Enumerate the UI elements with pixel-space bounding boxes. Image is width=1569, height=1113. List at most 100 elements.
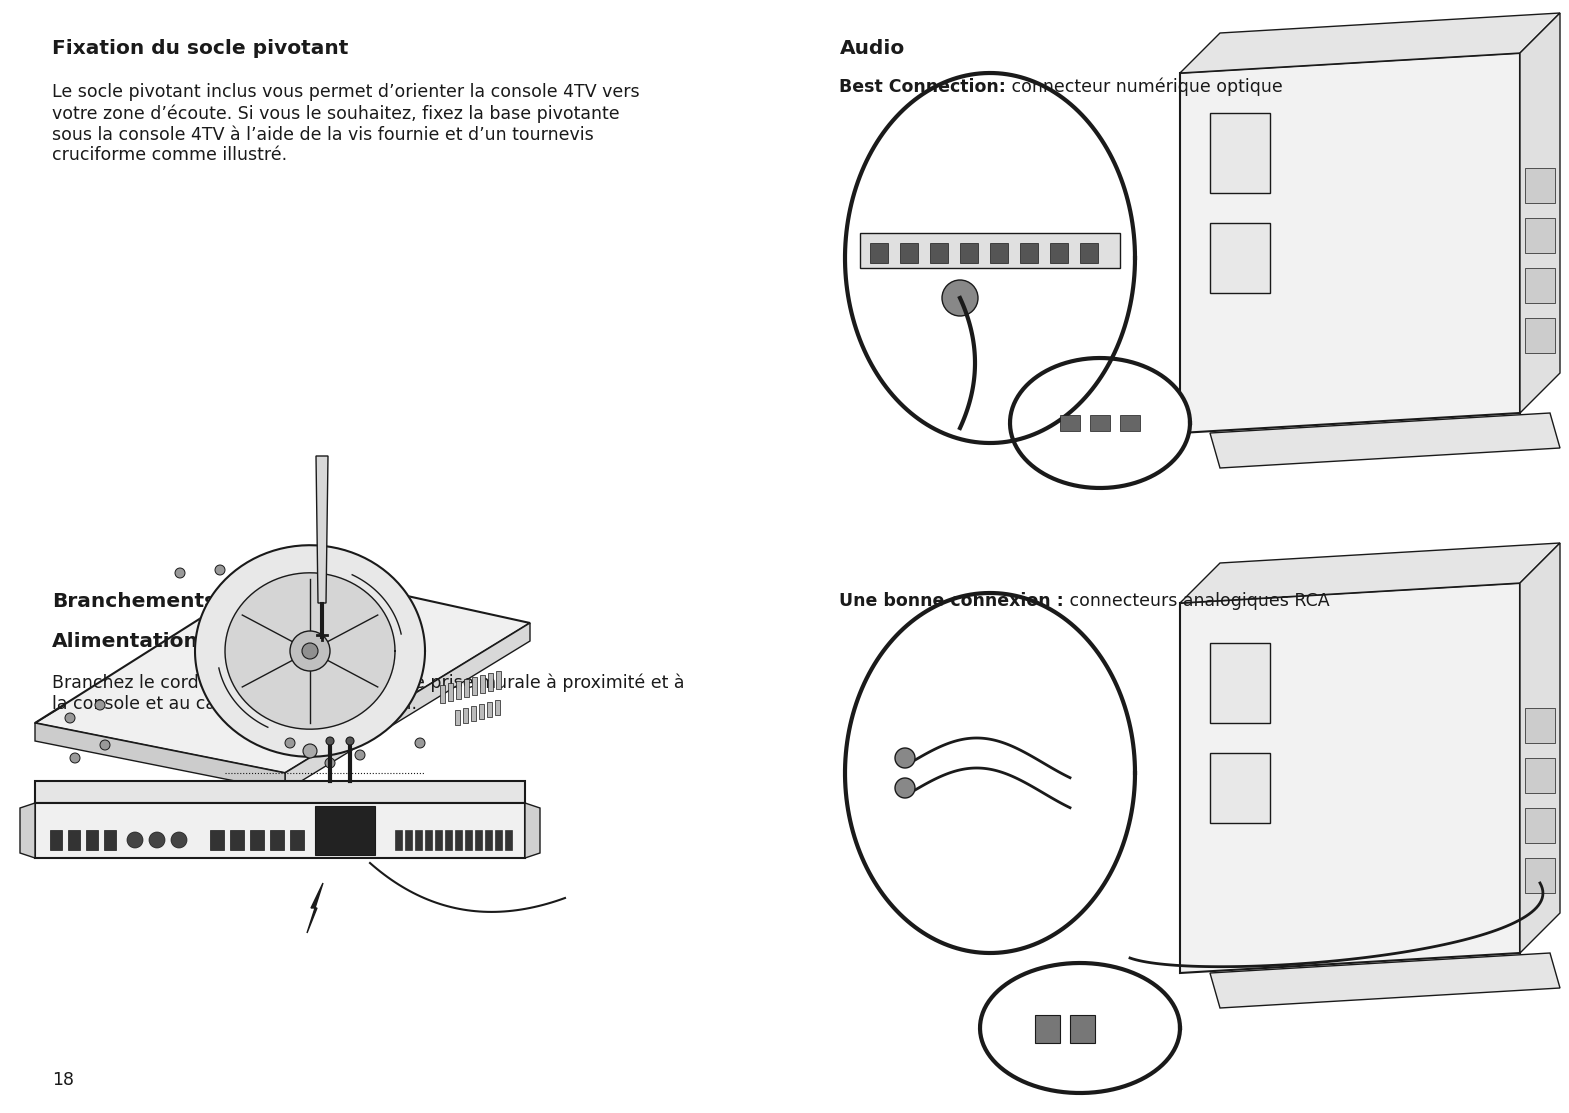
Bar	[315, 806, 375, 855]
Bar	[869, 243, 888, 263]
Bar	[960, 243, 977, 263]
Bar	[446, 830, 452, 850]
Circle shape	[326, 737, 334, 745]
Circle shape	[347, 737, 355, 745]
Bar	[486, 702, 493, 717]
Bar	[1120, 415, 1141, 431]
Text: Audio: Audio	[839, 39, 905, 58]
Polygon shape	[1180, 53, 1520, 433]
Circle shape	[355, 750, 366, 760]
Bar	[930, 243, 948, 263]
Bar	[1210, 114, 1269, 193]
Bar	[505, 830, 511, 850]
Circle shape	[894, 748, 915, 768]
Circle shape	[303, 743, 317, 758]
Circle shape	[71, 754, 80, 764]
Bar	[435, 830, 442, 850]
Text: Fixation du socle pivotant: Fixation du socle pivotant	[52, 39, 348, 58]
Bar	[475, 830, 482, 850]
Bar	[50, 830, 63, 850]
Polygon shape	[35, 568, 530, 774]
Bar	[457, 681, 461, 699]
Text: connecteur numérique optique: connecteur numérique optique	[1006, 78, 1283, 97]
Bar	[395, 830, 402, 850]
Bar	[901, 243, 918, 263]
Circle shape	[171, 833, 187, 848]
Circle shape	[941, 280, 977, 316]
Polygon shape	[308, 883, 323, 933]
Bar	[449, 683, 453, 701]
Bar	[405, 830, 413, 850]
Bar	[990, 243, 1007, 263]
Bar	[1525, 268, 1555, 303]
Bar	[496, 671, 501, 689]
Polygon shape	[1520, 13, 1560, 413]
Bar	[488, 673, 493, 691]
Circle shape	[894, 778, 915, 798]
Bar	[320, 661, 355, 673]
Circle shape	[215, 565, 224, 575]
Bar	[455, 710, 460, 725]
Bar	[471, 706, 475, 721]
Polygon shape	[1180, 543, 1560, 603]
Circle shape	[100, 740, 110, 750]
Bar	[414, 830, 422, 850]
Text: Alimentation: Alimentation	[52, 632, 199, 651]
Circle shape	[64, 713, 75, 723]
Bar	[1210, 643, 1269, 723]
Text: Une bonne connexion :: Une bonne connexion :	[839, 592, 1064, 610]
Circle shape	[286, 738, 295, 748]
Bar	[1525, 218, 1555, 253]
Bar	[480, 674, 485, 693]
Polygon shape	[846, 73, 1134, 443]
Circle shape	[96, 700, 105, 710]
Bar	[1061, 415, 1079, 431]
Text: Best Connection:: Best Connection:	[839, 78, 1006, 96]
Polygon shape	[1180, 13, 1560, 73]
Text: 18: 18	[52, 1071, 74, 1089]
Bar	[1070, 1015, 1095, 1043]
Bar	[86, 830, 97, 850]
Polygon shape	[981, 963, 1180, 1093]
Bar	[104, 830, 116, 850]
Bar	[1210, 223, 1269, 293]
Circle shape	[176, 568, 185, 578]
Circle shape	[414, 738, 425, 748]
Bar	[479, 705, 483, 719]
Polygon shape	[35, 802, 526, 858]
Polygon shape	[20, 802, 35, 858]
Circle shape	[290, 631, 329, 671]
Bar	[1036, 1015, 1061, 1043]
Circle shape	[149, 833, 165, 848]
Polygon shape	[1210, 953, 1560, 1008]
Polygon shape	[35, 723, 286, 791]
Bar	[425, 830, 431, 850]
Bar	[860, 233, 1120, 268]
Polygon shape	[1210, 413, 1560, 467]
Bar	[463, 708, 468, 723]
Bar	[270, 830, 284, 850]
Text: connecteurs analogiques RCA: connecteurs analogiques RCA	[1064, 592, 1331, 610]
Polygon shape	[224, 573, 395, 729]
Bar	[494, 700, 501, 715]
Bar	[1525, 708, 1555, 743]
Bar	[464, 679, 469, 697]
Polygon shape	[35, 781, 526, 802]
Bar	[464, 830, 472, 850]
Bar	[1525, 858, 1555, 893]
Text: Branchements: Branchements	[52, 592, 217, 611]
Bar	[455, 830, 461, 850]
Circle shape	[301, 643, 319, 659]
Polygon shape	[195, 545, 425, 757]
Text: Branchez le cordon électrique fourni à une prise murale à proximité et à
la cons: Branchez le cordon électrique fourni à u…	[52, 673, 684, 712]
Bar	[485, 830, 493, 850]
Bar	[231, 830, 245, 850]
Bar	[494, 830, 502, 850]
Bar	[1050, 243, 1068, 263]
Bar	[1525, 168, 1555, 203]
Bar	[1079, 243, 1098, 263]
Polygon shape	[1010, 358, 1189, 487]
Bar	[1210, 754, 1269, 823]
Polygon shape	[846, 593, 1134, 953]
Text: Le socle pivotant inclus vous permet d’orienter la console 4TV vers
votre zone d: Le socle pivotant inclus vous permet d’o…	[52, 83, 640, 165]
